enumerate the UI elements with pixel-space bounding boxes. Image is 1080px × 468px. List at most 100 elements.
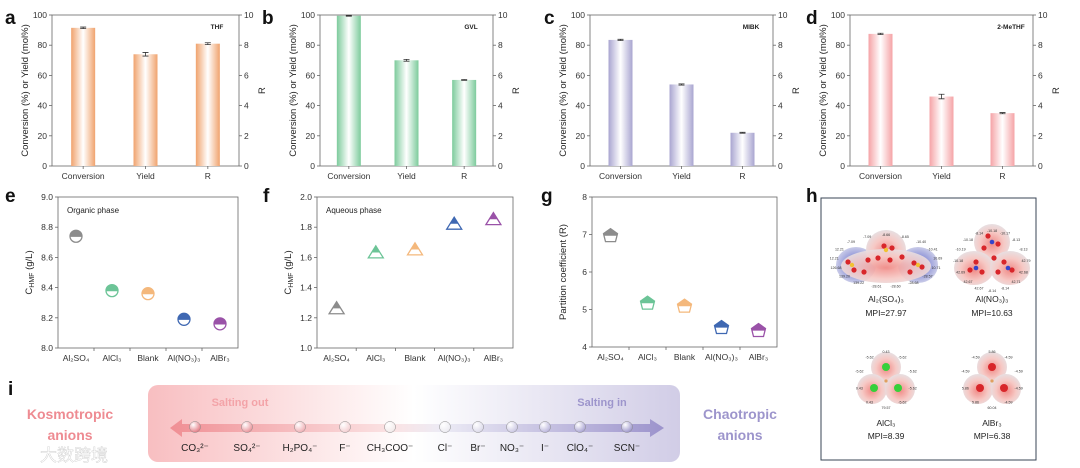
esp-value-label: -10.19 <box>955 248 965 252</box>
aluminum-atom <box>884 379 888 383</box>
y-right-tick-label: 6 <box>1038 70 1043 80</box>
data-point-fill <box>142 287 154 295</box>
data-point-fill <box>677 299 692 307</box>
anion-ball <box>506 421 518 433</box>
y-axis-label: Conversion (%) or Yield (mol%) <box>818 24 829 157</box>
x-tick-label: Conversion <box>62 171 105 181</box>
esp-value-label: -28.60 <box>890 285 900 289</box>
esp-value-label: -10.17 <box>1000 231 1010 235</box>
panel-letter-d: d <box>806 8 818 29</box>
esp-value-label: -4.59 <box>961 369 969 373</box>
error-bar <box>80 26 87 29</box>
sulfur-atom <box>849 262 855 268</box>
x-tick-label: Al(NO₃)₃ <box>168 353 201 363</box>
x-tick-label: AlBr₃ <box>749 352 769 362</box>
nitrogen-atom <box>1005 265 1011 271</box>
esp-value-label: -4.59 <box>1015 387 1023 391</box>
oxygen-atom <box>967 267 973 273</box>
ion-series-box <box>148 385 680 462</box>
oxygen-atom <box>919 264 925 270</box>
y-right-tick-label: 10 <box>1038 10 1048 20</box>
oxygen-atom <box>865 257 871 263</box>
y-right-axis-label: R <box>791 87 802 94</box>
salting-out-label: Salting out <box>212 397 269 409</box>
anion-ball <box>439 421 451 433</box>
esp-value-label: -5.62 <box>898 401 906 405</box>
y-tick-label: 80 <box>576 40 586 50</box>
bar-r <box>730 132 755 166</box>
oxygen-atom <box>907 269 913 275</box>
esp-value-label: -8.66 <box>882 233 890 237</box>
y-right-tick-label: 4 <box>1038 101 1043 111</box>
x-tick-label: Yield <box>136 171 155 181</box>
data-point-fill <box>603 228 618 236</box>
data-point-fill <box>214 317 226 325</box>
x-tick-label: Al₂SO₄ <box>597 352 624 362</box>
y-right-tick-label: 8 <box>244 40 249 50</box>
y-right-tick-label: 0 <box>778 161 783 171</box>
error-bar <box>345 14 352 17</box>
oxygen-atom <box>1001 259 1007 265</box>
panel-i: CO₃²⁻ SO₄²⁻ H₂PO₄⁻ F⁻ CH₃COO⁻ Cl⁻ Br⁻ NO₃⁻ I⁻ ClO… <box>6 385 777 465</box>
mpi-value: MPI=6.38 <box>974 431 1011 441</box>
plot-frame <box>316 196 514 349</box>
x-tick-label: AlCl₃ <box>102 353 121 363</box>
esp-value-label: 10.69 <box>933 257 942 261</box>
esp-value-label: 5.86 <box>972 401 979 405</box>
esp-value-label: -5.62 <box>909 387 917 391</box>
y-right-tick-label: 2 <box>778 131 783 141</box>
esp-value-label: 42.69 <box>956 270 965 274</box>
oxygen-atom <box>889 245 895 251</box>
data-point-fill <box>332 301 341 309</box>
y-right-tick-label: 0 <box>244 161 249 171</box>
x-tick-label: R <box>739 171 745 181</box>
sulfur-atom <box>883 247 889 253</box>
data-point-fill <box>489 212 498 220</box>
mpi-value: MPI=27.97 <box>865 308 907 318</box>
oxygen-atom <box>973 259 979 265</box>
anion-label: Br⁻ <box>470 443 485 454</box>
esp-value-label: -8.14 <box>975 231 983 235</box>
y-right-axis-label: R <box>257 87 268 94</box>
panel-letter-a: a <box>5 8 16 29</box>
anion-ball <box>472 421 484 433</box>
x-tick-label: Conversion <box>599 171 642 181</box>
x-tick-label: Yield <box>397 171 416 181</box>
x-tick-label: Blank <box>137 353 159 363</box>
error-bar <box>938 93 945 100</box>
molecule-name: Al₂(SO₄)₃ <box>868 294 904 304</box>
anion-ball <box>339 421 351 433</box>
data-point-fill <box>640 296 655 304</box>
anion-label: CH₃COO⁻ <box>367 443 414 454</box>
y-tick-label: 6 <box>582 267 587 277</box>
anion-label: H₂PO₄⁻ <box>283 443 318 454</box>
solvent-label: GVL <box>464 24 477 31</box>
esp-value-label: 12.21 <box>835 247 844 251</box>
x-tick-label: Blank <box>674 352 696 362</box>
esp-value-label: -7.09 <box>847 240 855 244</box>
esp-value-label: -4.59 <box>1015 369 1023 373</box>
anion-label: SCN⁻ <box>614 443 640 454</box>
oxygen-atom <box>899 254 905 260</box>
oxygen-atom <box>995 241 1001 247</box>
esp-value-label: 12.21 <box>830 257 839 261</box>
esp-value-label: 5.86 <box>989 350 996 354</box>
kosmotropic-label-2: anions <box>47 427 92 443</box>
y-right-axis-label: R <box>1051 87 1062 94</box>
data-point-fill <box>70 230 82 237</box>
anion-label: I⁻ <box>541 443 549 454</box>
y-right-axis-label: R <box>511 87 522 94</box>
error-bar <box>403 58 410 62</box>
y-right-tick-label: 2 <box>244 131 249 141</box>
esp-value-label: 139.20 <box>839 275 850 279</box>
x-tick-label: R <box>461 171 467 181</box>
esp-value-label: 60.04 <box>988 406 997 410</box>
oxygen-atom <box>881 243 887 249</box>
data-point-fill <box>751 323 766 331</box>
y-tick-label: 100 <box>33 10 47 20</box>
esp-value-label: -8.14 <box>1001 287 1009 291</box>
error-bar <box>999 112 1006 115</box>
panel-letter-b: b <box>262 8 274 29</box>
